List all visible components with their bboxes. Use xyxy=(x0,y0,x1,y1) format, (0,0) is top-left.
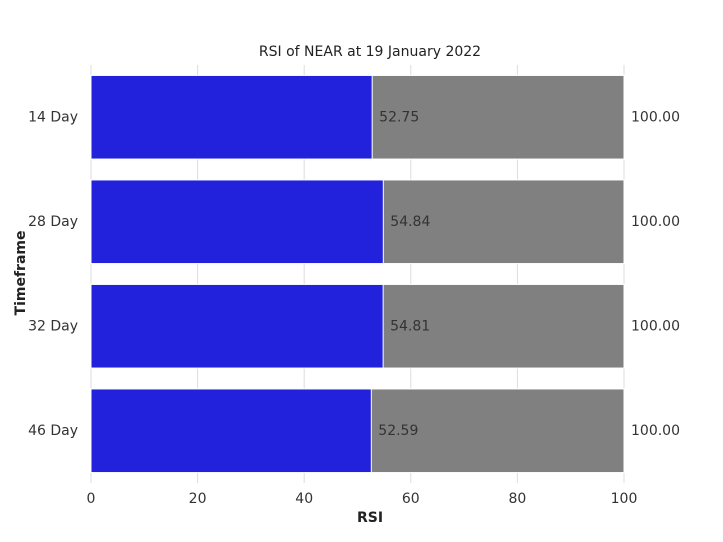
y-tick-label: 14 Day xyxy=(28,109,78,125)
bar xyxy=(90,179,384,265)
data-label: 100.00 xyxy=(631,109,680,125)
data-label: 54.81 xyxy=(390,318,430,334)
data-label: 52.75 xyxy=(379,109,419,125)
bar xyxy=(90,388,372,474)
data-label: 100.00 xyxy=(631,214,680,230)
x-tick-label: 0 xyxy=(87,491,96,507)
y-axis-label: Timeframe xyxy=(13,231,29,316)
y-tick-label: 28 Day xyxy=(28,214,78,230)
bar xyxy=(90,74,373,160)
x-tick-label: 40 xyxy=(295,491,313,507)
x-tick-label: 20 xyxy=(189,491,207,507)
x-axis-label: RSI xyxy=(357,510,383,526)
bar xyxy=(90,283,384,369)
data-label: 100.00 xyxy=(631,423,680,439)
x-tick-label: 100 xyxy=(611,491,638,507)
y-tick-label: 46 Day xyxy=(28,423,78,439)
x-tick-label: 80 xyxy=(508,491,526,507)
x-tick-label: 60 xyxy=(402,491,420,507)
y-tick-label: 32 Day xyxy=(28,318,78,334)
data-label: 100.00 xyxy=(631,318,680,334)
data-label: 54.84 xyxy=(390,214,430,230)
data-label: 52.59 xyxy=(378,423,418,439)
chart-title: RSI of NEAR at 19 January 2022 xyxy=(259,44,481,60)
